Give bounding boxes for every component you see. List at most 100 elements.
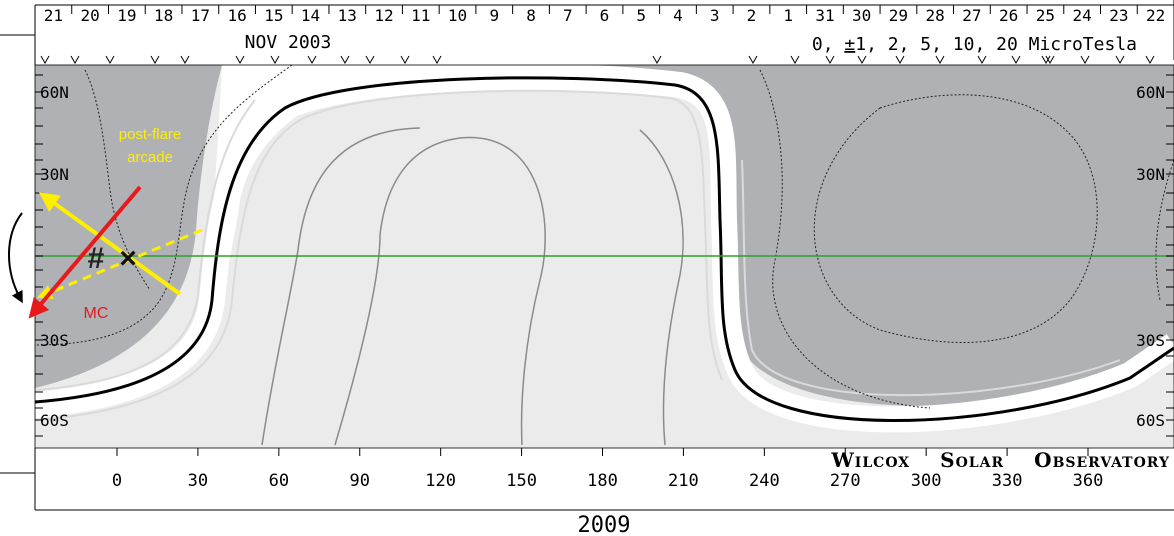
day-tick-label: 28 bbox=[926, 6, 945, 25]
day-tick-label: 31 bbox=[815, 6, 834, 25]
observation-mark bbox=[1041, 55, 1051, 65]
contour-neg-right-left bbox=[759, 69, 931, 409]
observation-mark bbox=[1011, 55, 1021, 65]
day-tick-label: 11 bbox=[411, 6, 430, 25]
observation-mark bbox=[235, 55, 245, 65]
contour-pos1 bbox=[35, 89, 723, 421]
month-label: NOV 2003 bbox=[245, 32, 332, 53]
latitude-label-right: 60S bbox=[1136, 411, 1165, 430]
observation-marks bbox=[40, 55, 1155, 65]
arcade-normal-arrow bbox=[37, 228, 203, 300]
day-tick-label: 6 bbox=[600, 6, 610, 25]
longitude-label: 90 bbox=[350, 471, 370, 491]
longitude-label: 0 bbox=[112, 471, 122, 491]
observation-mark bbox=[748, 55, 758, 65]
day-tick-label: 16 bbox=[227, 6, 246, 25]
day-tick-label: 3 bbox=[710, 6, 720, 25]
observatory-credit: WILCOX SOLAR OBSERVATORY bbox=[830, 448, 1170, 472]
day-tick-label: 23 bbox=[1109, 6, 1128, 25]
neutral-line bbox=[35, 76, 1174, 422]
day-tick-label: 20 bbox=[80, 6, 99, 25]
day-tick-label: 29 bbox=[889, 6, 908, 25]
observation-mark bbox=[1145, 55, 1155, 65]
latitude-label-right: 60N bbox=[1136, 83, 1165, 102]
day-tick-label: 9 bbox=[489, 6, 499, 25]
cross-marker: × bbox=[119, 242, 137, 275]
mc-axis-arrow bbox=[28, 185, 142, 319]
negative-polarity-region-right bbox=[462, 65, 1174, 406]
longitude-label: 60 bbox=[269, 471, 289, 491]
latitude-axis-right: 60N 30N 30S 60S bbox=[1136, 74, 1174, 437]
observation-mark bbox=[977, 55, 987, 65]
observation-mark bbox=[895, 55, 905, 65]
day-tick-label: 19 bbox=[117, 6, 136, 25]
longitude-label: 270 bbox=[830, 471, 861, 491]
day-tick-label: 7 bbox=[563, 6, 573, 25]
longitude-label: 150 bbox=[506, 471, 537, 491]
longitude-label: 240 bbox=[749, 471, 780, 491]
longitude-label: 30 bbox=[188, 471, 208, 491]
latitude-label-left: 30N bbox=[40, 165, 69, 184]
observation-mark bbox=[857, 55, 867, 65]
negative-polarity-region-left bbox=[35, 65, 222, 388]
latitude-axis-left: 60N 30N 30S 60S bbox=[35, 74, 69, 437]
day-tick-label: 30 bbox=[852, 6, 871, 25]
longitude-label: 360 bbox=[1073, 471, 1104, 491]
day-tick-label: 8 bbox=[526, 6, 536, 25]
year-label: 2009 bbox=[578, 513, 631, 536]
contour-neg-right-edge bbox=[1155, 159, 1174, 301]
arcade-axis-arrow bbox=[38, 192, 182, 296]
day-axis: 21 20 19 18 17 16 15 14 13 12 11 10 9 8 7 6 5 4 3 2 1 31 30 29 2… bbox=[34, 4, 1174, 25]
latitude-label-left: 60S bbox=[40, 411, 69, 430]
observation-mark bbox=[1115, 55, 1125, 65]
longitude-label: 210 bbox=[668, 471, 699, 491]
longitude-axis: 0 30 60 90 120 150 180 210 240 270 300 330 360 bbox=[112, 448, 1103, 491]
day-tick-label: 10 bbox=[448, 6, 467, 25]
longitude-label: 120 bbox=[425, 471, 456, 491]
svg-text:post-flare: post-flare bbox=[119, 126, 182, 143]
rotation-arrow-icon bbox=[8, 212, 23, 304]
observation-mark bbox=[1080, 55, 1090, 65]
day-tick-label: 13 bbox=[338, 6, 357, 25]
day-tick-label: 5 bbox=[636, 6, 646, 25]
latitude-label-left: 30S bbox=[40, 331, 69, 350]
observation-mark bbox=[825, 55, 835, 65]
observation-mark bbox=[70, 55, 80, 65]
day-tick-label: 22 bbox=[1146, 6, 1165, 25]
longitude-axis-frame bbox=[0, 448, 1174, 511]
mc-annotation: MC bbox=[28, 185, 142, 322]
observation-mark bbox=[150, 55, 160, 65]
observation-mark bbox=[340, 55, 350, 65]
observation-mark bbox=[935, 55, 945, 65]
contour-pos2 bbox=[334, 136, 546, 446]
longitude-label: 180 bbox=[587, 471, 618, 491]
latitude-label-right: 30N bbox=[1136, 165, 1165, 184]
observation-mark bbox=[270, 55, 280, 65]
day-tick-label: 2 bbox=[747, 6, 757, 25]
day-tick-label: 14 bbox=[301, 6, 320, 25]
contour-neg-left bbox=[35, 65, 293, 346]
contour-neg-left-inner bbox=[84, 69, 151, 291]
latitude-label-left: 60N bbox=[40, 83, 69, 102]
observation-mark bbox=[105, 55, 115, 65]
observation-mark bbox=[400, 55, 410, 65]
day-tick-label: 12 bbox=[374, 6, 393, 25]
day-tick-label: 26 bbox=[999, 6, 1018, 25]
contour-pos3 bbox=[261, 127, 684, 446]
header-frame bbox=[0, 0, 1174, 65]
longitude-label: 330 bbox=[992, 471, 1023, 491]
contour-neg1 bbox=[35, 99, 1121, 397]
day-tick-label: 27 bbox=[962, 6, 981, 25]
day-tick-label: 17 bbox=[191, 6, 210, 25]
contour-levels-label: 0, ±1, 2, 5, 10, 20 MicroTesla bbox=[812, 34, 1137, 55]
latitude-label-right: 30S bbox=[1136, 331, 1165, 350]
observation-mark bbox=[432, 55, 442, 65]
arcade-annotation: post-flare arcade bbox=[37, 126, 203, 300]
day-tick-label: 24 bbox=[1073, 6, 1092, 25]
observation-mark bbox=[365, 55, 375, 65]
day-tick-label: 1 bbox=[783, 6, 793, 25]
day-tick-label: 18 bbox=[154, 6, 173, 25]
hash-marker: # bbox=[88, 242, 105, 275]
